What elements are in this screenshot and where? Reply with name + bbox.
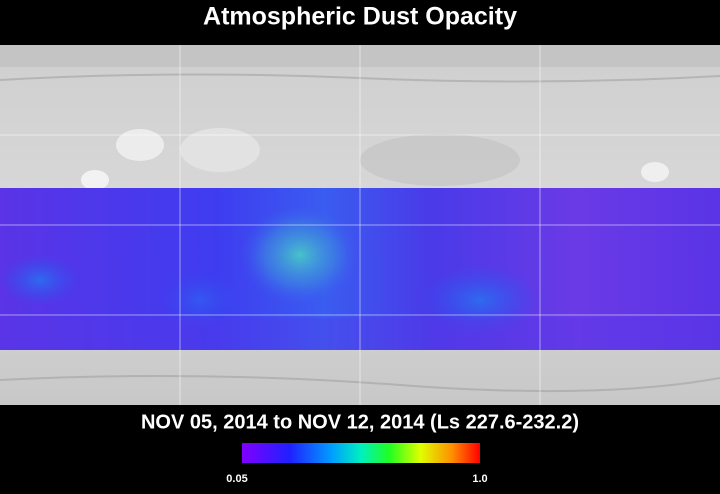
map <box>0 45 720 405</box>
colorbar-min-label: 0.05 <box>226 473 247 485</box>
title: Atmospheric Dust Opacity <box>203 3 517 31</box>
date-range: NOV 05, 2014 to NOV 12, 2014 (Ls 227.6-2… <box>141 411 579 433</box>
colorbar <box>242 443 480 463</box>
colorbar-max-label: 1.0 <box>472 473 487 485</box>
